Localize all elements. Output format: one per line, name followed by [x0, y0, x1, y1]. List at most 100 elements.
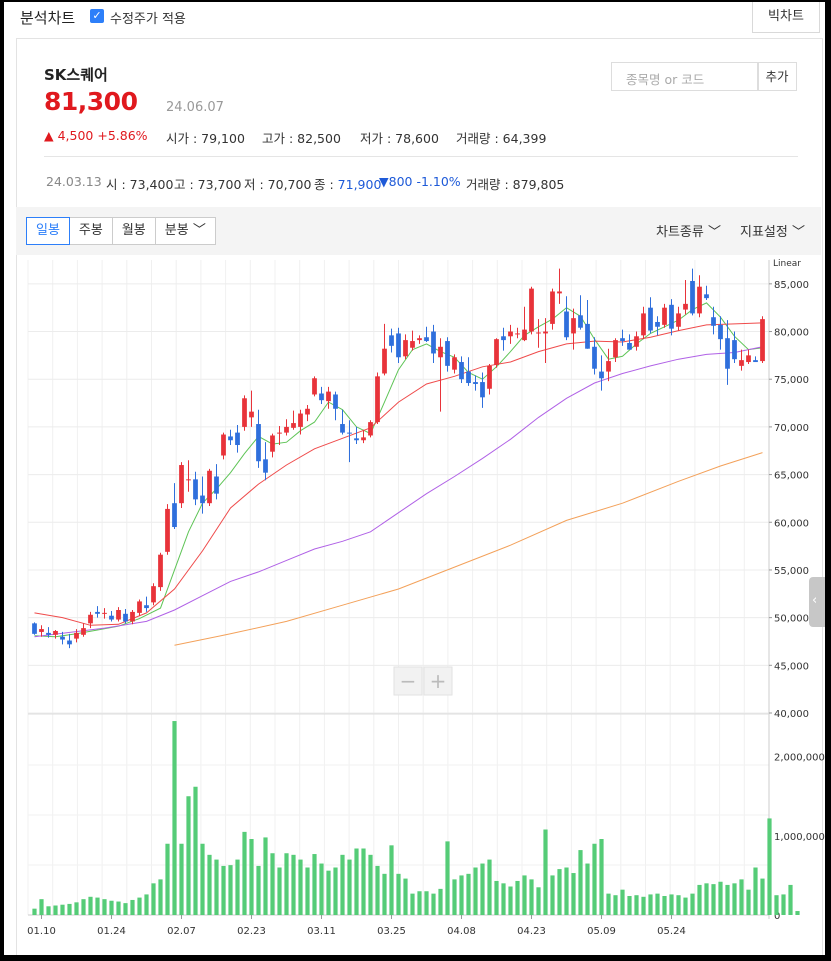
candle-body: [270, 435, 275, 452]
candle-body: [67, 640, 72, 645]
volume-bar: [214, 859, 219, 915]
candle-body: [676, 313, 681, 327]
volume-bar: [270, 853, 275, 915]
x-tick-label: 05.24: [657, 926, 686, 937]
hover-change: ▼800 -1.10%: [379, 174, 461, 189]
candle-body: [648, 307, 653, 331]
volume-bar: [263, 837, 268, 915]
volume-tick-label: 0: [774, 911, 780, 922]
bigchart-button[interactable]: 빅차트: [752, 2, 820, 33]
candle-body: [298, 413, 303, 427]
tab-monthly[interactable]: 월봉: [112, 217, 156, 245]
indicator-menu[interactable]: 지표설정 ﹀: [740, 221, 805, 240]
candle-body: [431, 331, 436, 354]
candle-body: [319, 393, 324, 401]
candle-body: [179, 465, 184, 504]
volume-bar: [200, 843, 205, 915]
volume-bar: [144, 894, 149, 915]
volume-bars: [32, 721, 800, 915]
candle-body: [214, 476, 219, 494]
candle-body: [536, 332, 541, 334]
volume-bar: [760, 878, 765, 915]
price-chart[interactable]: Linear 85,000 80,000 75,000 70,000 65,000 60,0…: [4, 2, 825, 955]
volume-bar: [781, 894, 786, 915]
candle-body: [508, 331, 513, 337]
volume-bar: [620, 889, 625, 915]
tab-daily[interactable]: 일봉: [26, 217, 70, 245]
volume-bar: [207, 854, 212, 915]
candle-body: [662, 307, 667, 325]
volume-bar: [501, 883, 506, 915]
zoom-out-button[interactable]: [393, 666, 423, 696]
candle-body: [186, 479, 191, 481]
open-price: 시가 : 79,100: [166, 131, 245, 146]
price-tick-label: 55,000: [774, 566, 809, 577]
volume-bar: [81, 899, 86, 915]
volume-bar: [494, 880, 499, 915]
price-tick-label: 80,000: [774, 328, 809, 339]
candle-body: [466, 371, 471, 384]
volume-bar: [326, 870, 331, 915]
candle-body: [382, 348, 387, 374]
volume-bar: [291, 854, 296, 915]
top-bar: 분석차트 ✓ 수정주가 적용 빅차트: [4, 2, 825, 33]
stock-search-input[interactable]: 종목명 or 코드: [611, 62, 759, 91]
candle-body: [655, 321, 660, 327]
candle-body: [60, 636, 65, 640]
volume-bar: [711, 884, 716, 915]
hover-low: 저 : 70,700: [244, 177, 312, 192]
add-stock-button[interactable]: 추가: [757, 62, 797, 91]
volume-bar: [123, 903, 128, 915]
volume-tick-label: 2,000,000: [774, 753, 825, 764]
candle-body: [32, 623, 37, 634]
candle-body: [711, 317, 716, 326]
trade-volume: 거래량 : 64,399: [456, 131, 547, 146]
volume-bar: [396, 873, 401, 915]
ma-line-ma20: [34, 322, 763, 626]
side-panel-toggle[interactable]: ‹: [809, 577, 825, 627]
volume-bar: [221, 865, 226, 915]
ma-line-ma5: [34, 302, 763, 638]
volume-bar: [655, 893, 660, 915]
volume-bar: [312, 854, 317, 915]
volume-bar: [410, 893, 415, 915]
volume-bar: [340, 854, 345, 915]
ma-line-ma120: [174, 452, 763, 646]
volume-bar: [592, 843, 597, 915]
volume-bar: [354, 848, 359, 915]
volume-bar: [109, 900, 114, 915]
volume-bar: [151, 883, 156, 915]
candle-body: [39, 629, 44, 632]
tab-minute[interactable]: 분봉 ﹀: [155, 217, 216, 245]
price-tick-label: 40,000: [774, 709, 809, 720]
volume-bar: [389, 845, 394, 915]
volume-bar: [53, 905, 58, 915]
candle-body: [368, 422, 373, 436]
volume-bar: [704, 883, 709, 915]
volume-bar: [725, 884, 730, 915]
price-tick-label: 60,000: [774, 518, 809, 529]
volume-bar: [445, 841, 450, 915]
candle-body: [137, 601, 142, 613]
hover-close-label: 종 :: [314, 177, 338, 192]
volume-bar: [249, 839, 254, 915]
candle-body: [522, 329, 527, 341]
candle-body: [704, 294, 709, 299]
x-tick-label: 04.23: [517, 926, 546, 937]
zoom-control[interactable]: − +: [393, 666, 453, 696]
volume-bar: [543, 829, 548, 915]
volume-bar: [669, 894, 674, 915]
candle-body: [417, 338, 422, 341]
chart-type-menu[interactable]: 차트종류 ﹀: [656, 221, 721, 240]
volume-bar: [256, 865, 261, 915]
x-tick-label: 01.10: [27, 926, 56, 937]
adjusted-price-label[interactable]: 수정주가 적용: [110, 12, 186, 27]
candle-body: [760, 319, 765, 362]
adjusted-price-checkbox[interactable]: ✓: [90, 9, 104, 23]
zoom-in-button[interactable]: [423, 666, 453, 696]
volume-bar: [284, 853, 289, 915]
volume-bar: [242, 831, 247, 915]
volume-bar: [403, 878, 408, 915]
tab-weekly[interactable]: 주봉: [69, 217, 113, 245]
candle-body: [480, 382, 485, 398]
